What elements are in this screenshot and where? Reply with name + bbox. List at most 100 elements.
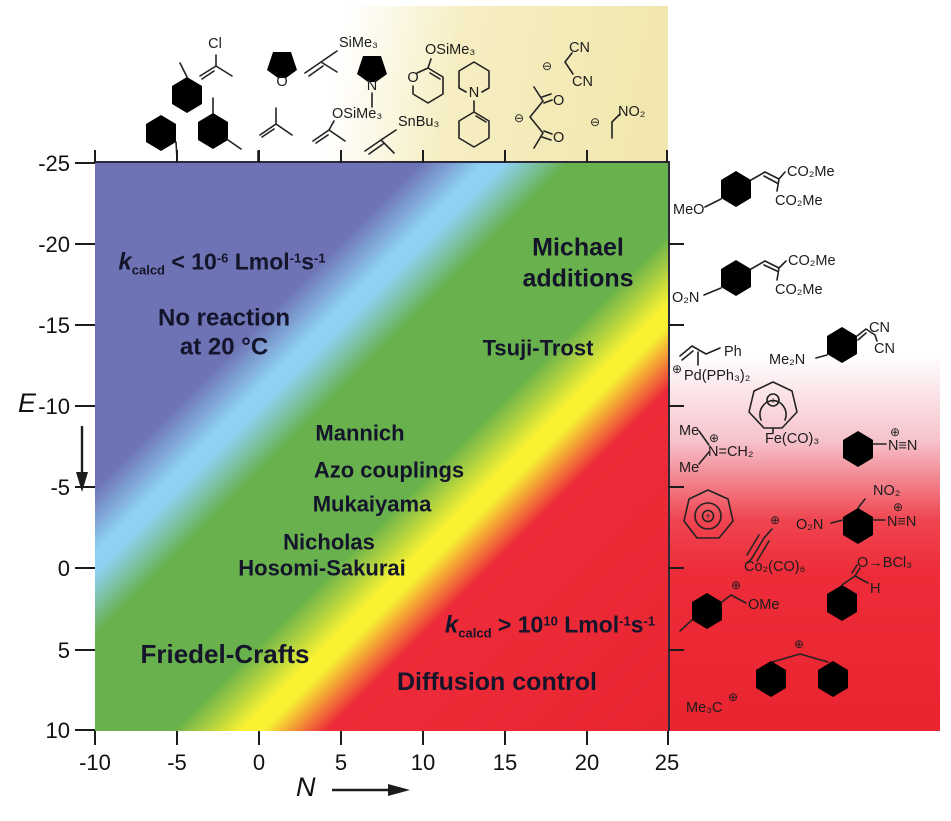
x-tick-label: -10 [79, 750, 111, 775]
mol-acetylacetonate-anion: ⊖ O O [514, 86, 564, 149]
mol-label: ⊕ [728, 690, 738, 704]
mol-tropylium: + [683, 489, 734, 539]
mol-label: ⊕ [672, 362, 682, 376]
tick-mark [668, 324, 684, 326]
tsuji-trost-label: Tsuji-Trost [482, 335, 594, 361]
electrophile-strip: MeO CO₂Me CO₂Me O₂N CO₂Me CO₂Me Ph ⊕ Pd(… [670, 161, 940, 731]
mol-label: N=CH₂ [708, 444, 754, 460]
mol-label: SnBu₃ [398, 114, 439, 130]
mol-label: N≡N [887, 514, 916, 530]
no-reaction-label: No reaction at 20 °C [157, 304, 291, 361]
mol-label: CO₂Me [775, 193, 823, 209]
x-tick-label: 25 [654, 750, 680, 775]
mol-label: O₂N [796, 517, 823, 533]
tick-mark [667, 731, 669, 745]
mol-label: H [870, 581, 880, 597]
nucleophile-strip: Cl O SiMe₃ N OSiMe₃ [95, 6, 668, 161]
tick-mark [340, 731, 342, 745]
y-axis-label: E [18, 388, 37, 418]
mol-benzaldehyde-bcl3: O→BCl₃ H [827, 555, 912, 621]
x-tick-label: 15 [492, 750, 518, 775]
tick-mark [586, 150, 588, 163]
mol-label: ⊕ [770, 513, 780, 527]
mol-benzene [146, 115, 178, 159]
tick-mark [258, 150, 260, 163]
plot-area: kcalcd < 10-6 Lmol-1s-1 No reaction at 2… [95, 161, 670, 731]
mol-label: O₂N [672, 290, 699, 306]
tick-mark [504, 150, 506, 163]
mol-label: Pd(PPh₃)₂ [684, 368, 750, 384]
mol-dinitrobenzenediazonium: NO₂ O₂N ⊕ N≡N [796, 483, 916, 544]
tick-mark [586, 731, 588, 745]
mol-tert-butyl-cation: Me₃C ⊕ [686, 690, 738, 716]
y-tick-label: -25 [38, 151, 70, 176]
mol-isobutene [259, 107, 293, 138]
k-symbol: k [118, 248, 132, 276]
mol-label: Co₂(CO)₆ [744, 559, 806, 575]
mol-label: ⊖ [542, 59, 552, 73]
mol-label: Ph [724, 344, 742, 360]
tick-mark [75, 162, 95, 164]
mol-label: MeO [673, 202, 704, 218]
mol-label: N [469, 85, 479, 101]
azo-couplings-label: Azo couplings [313, 457, 465, 483]
mol-cinnamyl-pd-cation: Ph ⊕ Pd(PPh₃)₂ [672, 344, 750, 384]
tick-mark [75, 486, 95, 488]
mol-cycloheptadienyl-fe-cation: + Fe(CO)₃ [748, 381, 819, 447]
rate-label-low: kcalcd < 10-6 Lmol-1s-1 [118, 248, 326, 278]
mol-label: Me₃C [686, 700, 723, 716]
mol-label: O [553, 130, 564, 146]
mol-label: SiMe₃ [339, 35, 378, 51]
mol-malononitrile-anion: CN CN ⊖ [542, 40, 593, 90]
mol-label: + [770, 396, 776, 407]
michael-additions-label: Michael additions [522, 233, 634, 293]
mol-benzenediazonium: ⊕ N≡N [843, 425, 917, 467]
y-tick-label: -10 [38, 394, 70, 419]
mol-label: Me [679, 460, 699, 476]
mol-m-xylene [198, 97, 259, 161]
mol-label: OSiMe₃ [425, 42, 475, 58]
tick-mark [176, 150, 178, 163]
mol-furan: O [267, 52, 297, 90]
mol-label: CN [869, 320, 890, 336]
mol-label: O→BCl₃ [857, 555, 912, 571]
tick-mark [666, 150, 668, 163]
mukaiyama-label: Mukaiyama [312, 491, 432, 517]
nicholas-label: Nicholas [283, 529, 375, 555]
mol-label: O [276, 74, 287, 90]
mannich-label: Mannich [315, 420, 405, 446]
tick-mark [668, 567, 684, 569]
mol-label: CN [874, 341, 895, 357]
mol-nitrobenzylidene-malonate: O₂N CO₂Me CO₂Me [672, 253, 836, 306]
mol-label: Me₂N [769, 352, 805, 368]
x-tick-label: 0 [252, 750, 266, 775]
mol-label: ⊕ [709, 431, 719, 445]
mol-propargyl-cobalt-cation: ⊕ Co₂(CO)₆ [744, 513, 806, 575]
x-axis-label: N [296, 772, 316, 802]
diffusion-control-label: Diffusion control [397, 667, 597, 696]
y-tick-label: -15 [38, 313, 70, 338]
hosomi-sakurai-label: Hosomi-Sakurai [238, 555, 406, 581]
mol-methallylstannane: SnBu₃ [364, 114, 439, 155]
y-tick-label: 0 [57, 556, 70, 581]
mol-label: ⊕ [893, 500, 903, 514]
mol-label: ⊖ [590, 115, 600, 129]
tick-mark [504, 731, 506, 745]
mol-label: O [407, 70, 418, 86]
mol-toluene [172, 62, 202, 113]
mol-label: CO₂Me [775, 282, 823, 298]
y-tick-label: 5 [57, 638, 70, 663]
tick-mark [75, 243, 95, 245]
mol-label: O [553, 93, 564, 109]
mol-aminobenzylidene-malononitrile: Me₂N CN CN [769, 320, 895, 368]
tick-mark [668, 486, 684, 488]
mol-2-chloropropene: Cl [199, 36, 233, 80]
tick-mark [668, 243, 684, 245]
mol-tms-enol-ether: OSiMe₃ [312, 106, 382, 144]
mol-label: OSiMe₃ [332, 106, 382, 122]
tick-mark [668, 405, 684, 407]
tick-mark [258, 731, 260, 745]
x-tick-label: 10 [410, 750, 436, 775]
mol-label: NO₂ [618, 104, 645, 120]
